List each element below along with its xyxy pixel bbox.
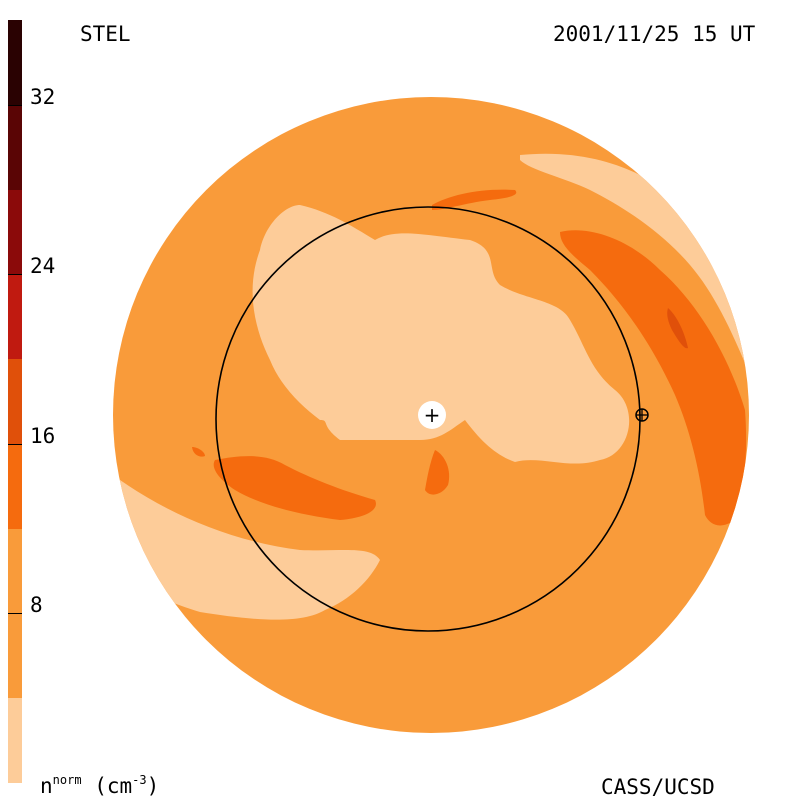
- colorbar-band-6: [8, 104, 22, 190]
- sun-marker: [418, 401, 446, 429]
- units-text: (cm: [94, 774, 133, 798]
- units-variable: n: [40, 774, 53, 798]
- colorbar-tick-label: 16: [30, 423, 56, 448]
- units-close: ): [146, 774, 160, 798]
- credit-label: CASS/UCSD: [601, 775, 715, 799]
- datetime-label: 2001/11/25 15 UT: [553, 22, 756, 46]
- colorbar-band-1: [8, 528, 22, 699]
- high-density-region-right-arc: [560, 230, 747, 526]
- colorbar-band-3: [8, 359, 22, 444]
- colorbar-band-7: [8, 20, 22, 105]
- high-density-region-dot: [192, 447, 205, 457]
- colorbar-tick-label: 32: [30, 84, 56, 109]
- colorbar-tick-32: [8, 104, 22, 106]
- units-label: nnorm (cm-3): [40, 774, 159, 797]
- instrument-label: STEL: [80, 22, 131, 46]
- colorbar-band-5: [8, 189, 22, 275]
- sun-plus-icon: +: [424, 403, 441, 427]
- colorbar-tick-24: [8, 274, 22, 276]
- high-density-region-left-streak: [213, 456, 376, 520]
- colorbar-band-2: [8, 443, 22, 529]
- low-density-region-lower-left: [113, 465, 380, 620]
- colorbar-tick-16: [8, 443, 22, 445]
- high-density-region-top: [432, 189, 517, 210]
- earth-orbit-circle: [215, 206, 641, 632]
- high-density-region-center: [425, 450, 450, 495]
- units-exponent: -3: [132, 773, 147, 787]
- earth-icon: [635, 408, 649, 422]
- peak-density-region-right: [667, 308, 688, 349]
- colorbar: [8, 20, 22, 783]
- low-density-region-central: [252, 205, 630, 464]
- units-superscript: norm: [52, 773, 82, 787]
- colorbar-band-4: [8, 274, 22, 360]
- colorbar-tick-8: [8, 613, 22, 615]
- colorbar-tick-label: 24: [30, 254, 56, 279]
- low-density-region-upper-right: [520, 153, 749, 400]
- colorbar-band-0: [8, 698, 22, 783]
- colorbar-tick-label: 8: [30, 593, 43, 618]
